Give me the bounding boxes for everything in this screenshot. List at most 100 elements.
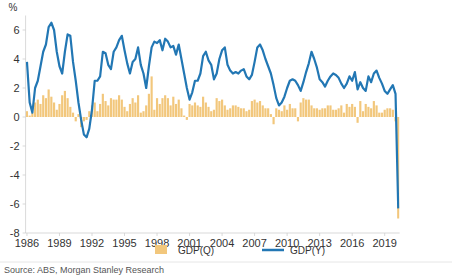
bar <box>172 97 174 117</box>
bar <box>310 105 312 117</box>
bar <box>373 101 375 117</box>
bar <box>297 117 299 121</box>
bar <box>354 107 356 117</box>
bar <box>50 97 52 117</box>
bar <box>248 110 250 117</box>
bar <box>37 100 39 117</box>
bar <box>386 108 388 117</box>
bar <box>262 105 264 117</box>
x-axis-line <box>26 233 400 234</box>
bar <box>194 103 196 118</box>
bar <box>240 108 242 117</box>
legend-swatch <box>262 249 284 252</box>
bar <box>85 117 87 120</box>
bar <box>362 111 364 117</box>
bar <box>180 108 182 117</box>
bar <box>346 104 348 117</box>
bar <box>161 98 163 117</box>
x-tick <box>352 233 353 236</box>
bar <box>45 98 47 117</box>
bar <box>115 100 117 117</box>
bar <box>338 108 340 117</box>
bar <box>351 104 353 117</box>
y-tick-label: -4 <box>10 169 20 181</box>
bar <box>348 107 350 117</box>
x-tick <box>124 233 125 236</box>
bar <box>202 97 204 117</box>
bar <box>142 111 144 117</box>
legend-swatch <box>155 245 167 254</box>
bar <box>324 108 326 117</box>
bar <box>104 101 106 117</box>
bar <box>375 105 377 117</box>
bar <box>94 103 96 118</box>
bar <box>64 91 66 117</box>
bar <box>335 110 337 117</box>
bar <box>256 103 258 118</box>
bar <box>56 110 58 117</box>
bar <box>213 110 215 117</box>
bar <box>167 98 169 117</box>
y-tick <box>23 233 26 234</box>
bar <box>278 110 280 117</box>
x-tick <box>287 233 288 236</box>
bar <box>164 95 166 117</box>
x-tick <box>254 233 255 236</box>
bar <box>259 101 261 117</box>
bar <box>229 108 231 117</box>
bar <box>243 108 245 117</box>
bar <box>75 117 77 121</box>
bar <box>151 76 153 117</box>
bar <box>145 105 147 117</box>
x-tick-label: 2016 <box>340 237 364 249</box>
bar <box>313 108 315 117</box>
bar <box>381 113 383 117</box>
y-tick-label: -2 <box>10 140 20 152</box>
bar <box>96 111 98 117</box>
bar <box>148 94 150 117</box>
bar <box>191 105 193 117</box>
bar <box>113 100 115 117</box>
bar <box>207 107 209 117</box>
bar <box>218 101 220 117</box>
bar <box>123 107 125 117</box>
x-tick <box>189 233 190 236</box>
bar <box>389 108 391 117</box>
y-tick <box>23 146 26 147</box>
x-tick-label: 1992 <box>80 237 104 249</box>
bar <box>129 104 131 117</box>
x-tick <box>59 233 60 236</box>
bar <box>378 113 380 117</box>
bar <box>107 105 109 117</box>
bar <box>58 104 60 117</box>
bar <box>308 100 310 117</box>
bar <box>327 105 329 117</box>
x-tick <box>384 233 385 236</box>
bar <box>343 113 345 117</box>
bar <box>197 105 199 117</box>
bar <box>286 110 288 117</box>
y-tick <box>23 175 26 176</box>
bar <box>183 116 185 117</box>
bar <box>226 110 228 117</box>
bar <box>384 110 386 117</box>
bar <box>283 105 285 117</box>
bar <box>48 89 50 117</box>
bar <box>210 111 212 117</box>
bar <box>178 100 180 117</box>
bar <box>235 105 237 117</box>
bar <box>39 104 41 117</box>
bar <box>26 111 28 117</box>
bar <box>221 100 223 117</box>
bar <box>67 98 69 117</box>
bar <box>291 108 293 117</box>
bar <box>294 108 296 117</box>
bar <box>281 111 283 117</box>
bar <box>251 101 253 117</box>
bar <box>170 105 172 117</box>
y-tick-label: 0 <box>13 111 19 123</box>
bar <box>365 104 367 117</box>
bar <box>224 105 226 117</box>
bar <box>329 105 331 117</box>
y-tick <box>23 117 26 118</box>
